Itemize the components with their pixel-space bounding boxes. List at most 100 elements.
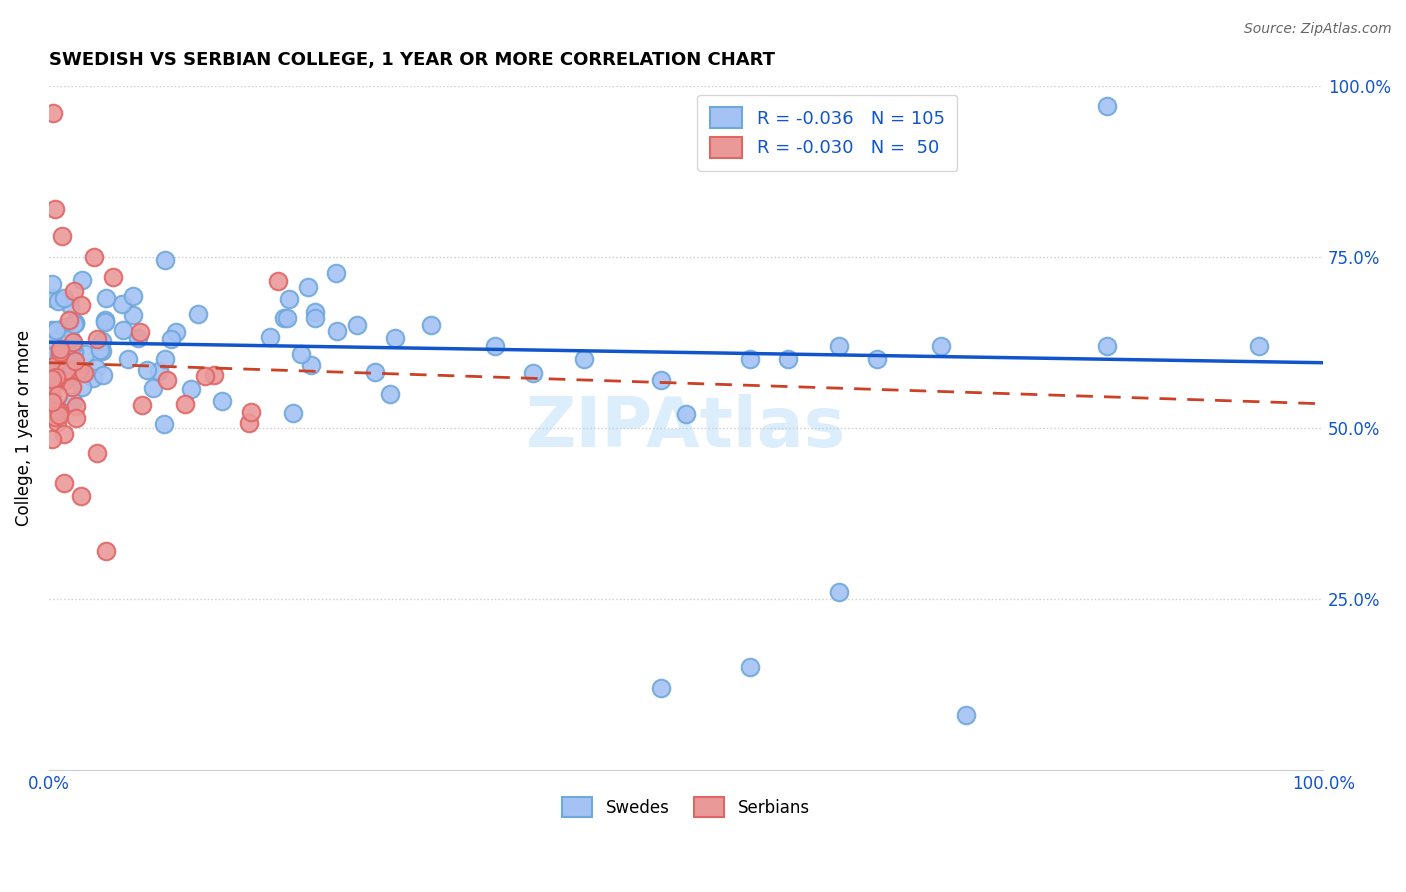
Point — [44, 359, 66, 373]
Point — [156, 373, 179, 387]
Point — [290, 347, 312, 361]
Point — [131, 398, 153, 412]
Point — [49, 345, 72, 359]
Point — [929, 338, 952, 352]
Point — [53, 320, 76, 334]
Text: Source: ZipAtlas.com: Source: ZipAtlas.com — [1244, 22, 1392, 37]
Point — [69, 297, 91, 311]
Point — [240, 404, 263, 418]
Point — [41, 392, 63, 406]
Text: ZIPAtlas: ZIPAtlas — [526, 394, 846, 461]
Point — [194, 368, 217, 383]
Point — [96, 291, 118, 305]
Point — [378, 386, 401, 401]
Point — [41, 323, 63, 337]
Point — [59, 297, 82, 311]
Point — [41, 400, 63, 414]
Point — [41, 378, 63, 392]
Point — [42, 106, 65, 120]
Point — [89, 343, 111, 357]
Point — [91, 334, 114, 348]
Point — [955, 708, 977, 723]
Point — [63, 284, 86, 298]
Point — [41, 372, 63, 386]
Point — [65, 353, 87, 368]
Point — [346, 318, 368, 332]
Point — [152, 417, 174, 431]
Point — [41, 351, 63, 365]
Point — [46, 403, 69, 417]
Point — [41, 394, 63, 409]
Point — [42, 368, 65, 382]
Point — [44, 410, 66, 425]
Point — [364, 365, 387, 379]
Point — [46, 294, 69, 309]
Point — [58, 332, 80, 346]
Point — [63, 317, 86, 331]
Point — [112, 323, 135, 337]
Point — [63, 345, 86, 359]
Point — [174, 397, 197, 411]
Point — [136, 363, 159, 377]
Point — [45, 403, 67, 417]
Point — [675, 407, 697, 421]
Point — [70, 273, 93, 287]
Point — [46, 357, 69, 371]
Point — [91, 368, 114, 382]
Point — [83, 250, 105, 264]
Point — [48, 408, 70, 422]
Point — [148, 364, 170, 378]
Point — [41, 391, 63, 405]
Point — [55, 363, 77, 377]
Point — [63, 316, 86, 330]
Point — [49, 330, 72, 344]
Point — [281, 406, 304, 420]
Point — [96, 544, 118, 558]
Point — [59, 330, 82, 344]
Point — [738, 352, 761, 367]
Point — [650, 373, 672, 387]
Point — [51, 229, 73, 244]
Point — [70, 380, 93, 394]
Point — [53, 375, 76, 389]
Point — [44, 334, 66, 348]
Point — [277, 292, 299, 306]
Point — [58, 312, 80, 326]
Point — [63, 316, 86, 330]
Point — [60, 380, 83, 394]
Point — [41, 291, 63, 305]
Point — [650, 681, 672, 695]
Point — [159, 332, 181, 346]
Point — [48, 404, 70, 418]
Point — [326, 325, 349, 339]
Point — [73, 347, 96, 361]
Point — [62, 338, 84, 352]
Point — [82, 370, 104, 384]
Text: SWEDISH VS SERBIAN COLLEGE, 1 YEAR OR MORE CORRELATION CHART: SWEDISH VS SERBIAN COLLEGE, 1 YEAR OR MO… — [49, 51, 775, 69]
Point — [420, 318, 443, 332]
Point — [866, 352, 889, 367]
Point — [67, 363, 90, 377]
Point — [46, 388, 69, 402]
Point — [41, 277, 63, 291]
Point — [304, 311, 326, 326]
Point — [41, 348, 63, 362]
Point — [299, 358, 322, 372]
Point — [41, 432, 63, 446]
Point — [44, 202, 66, 216]
Point — [49, 334, 72, 348]
Point — [384, 331, 406, 345]
Point — [49, 343, 72, 357]
Point — [72, 366, 94, 380]
Point — [41, 365, 63, 379]
Point — [122, 308, 145, 322]
Point — [41, 337, 63, 351]
Point — [153, 352, 176, 367]
Point — [304, 304, 326, 318]
Point — [45, 357, 67, 371]
Point — [273, 310, 295, 325]
Point — [828, 585, 851, 599]
Point — [45, 370, 67, 384]
Point — [41, 377, 63, 392]
Point — [59, 368, 82, 382]
